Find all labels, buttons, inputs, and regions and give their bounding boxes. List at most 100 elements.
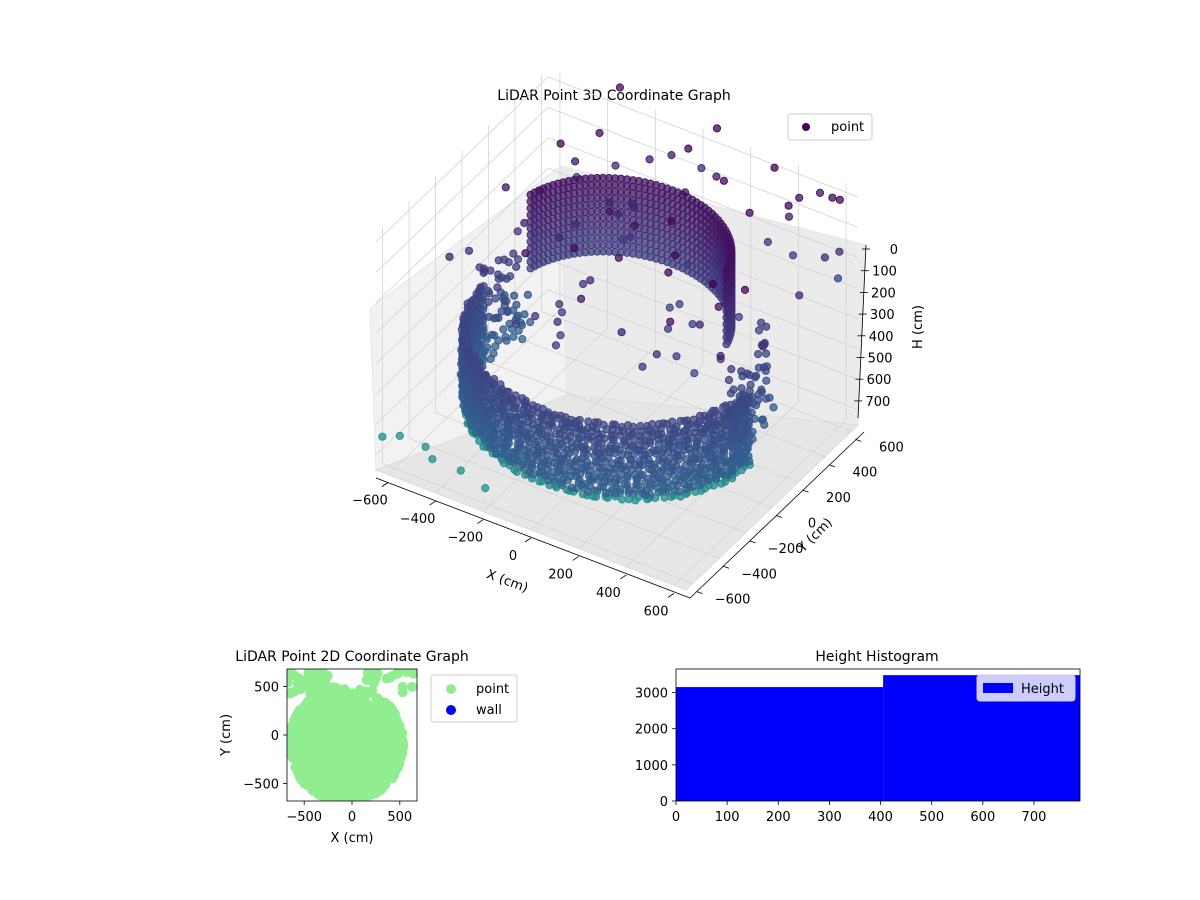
histogram-legend-box	[976, 674, 1076, 702]
plot3d-point	[500, 301, 509, 310]
plot3d-point	[593, 468, 602, 477]
plot2d-point	[297, 723, 308, 734]
plot2d-point	[315, 678, 326, 689]
plot3d-point	[557, 308, 567, 317]
plot2d-point	[287, 728, 298, 739]
plot3d-point	[714, 302, 723, 311]
plot2d-point	[410, 669, 417, 677]
plot3d-gridline	[514, 336, 826, 458]
plot2d-point	[331, 724, 342, 735]
plot3d-point	[556, 331, 565, 340]
plot3d-point	[606, 441, 615, 450]
plot2d-point	[387, 705, 398, 716]
plot3d-point	[512, 467, 521, 476]
plot3d-point	[493, 283, 502, 292]
plot2d-point	[324, 758, 335, 769]
plot2d-point	[358, 766, 369, 777]
plot3d-point	[676, 416, 685, 426]
plot2d-point	[317, 738, 328, 749]
plot3d-point	[761, 366, 770, 375]
histogram-y-tick-label: 0	[660, 795, 668, 810]
plot3d-point	[535, 477, 544, 486]
plot3d-point	[476, 284, 485, 293]
plot3d-point	[513, 255, 523, 264]
histogram-y-tick-label: 2000	[635, 723, 668, 738]
plot3d-point	[482, 373, 491, 382]
plot2d-ticks: −500 0 500 −500 0 500	[243, 680, 412, 825]
plot3d-z-tick-label: 300	[870, 308, 895, 323]
plot3d-point	[509, 332, 518, 341]
plot2d-point	[332, 791, 343, 801]
plot2d-point	[338, 766, 349, 777]
plot2d-point	[397, 687, 408, 698]
plot2d-point	[364, 743, 375, 754]
plot3d-point	[485, 289, 494, 298]
plot3d-x-tick	[477, 519, 484, 524]
plot3d-point	[526, 257, 535, 266]
plot3d-point	[520, 310, 529, 319]
plot3d-point	[479, 442, 488, 451]
plot3d-point	[555, 300, 564, 309]
plot2d-point	[356, 717, 367, 728]
plot3d-point	[722, 286, 731, 295]
plot2d-legend-wall-marker	[446, 705, 456, 715]
histogram-x-tick-label: 0	[672, 810, 680, 825]
plot3d-point	[512, 262, 521, 271]
plot3d-point	[815, 188, 825, 197]
plot2d-point	[389, 770, 400, 781]
plot3d-point	[719, 176, 729, 185]
plot3d-z-tick-label: 0	[890, 243, 898, 258]
plot3d-title: LiDAR Point 3D Coordinate Graph	[497, 88, 730, 104]
plot2d-point	[372, 733, 383, 744]
plot3d-point	[614, 253, 623, 262]
plot2d-point	[295, 684, 306, 695]
plot3d-y-tick-label: 200	[826, 491, 851, 506]
plot3d-point	[526, 190, 535, 199]
plot3d-point	[784, 212, 794, 221]
plot3d-point	[520, 456, 529, 466]
plot2d-point	[333, 776, 344, 787]
plot3d-legend-marker	[802, 123, 810, 131]
plot3d-gridline	[375, 137, 859, 304]
plot3d-point	[667, 463, 676, 472]
plot3d-point	[547, 419, 556, 428]
plot2d-legend: point wall	[430, 674, 518, 723]
plot3d-point	[757, 415, 767, 424]
plot3d-point	[692, 439, 702, 448]
plot2d-point	[344, 704, 355, 715]
plot2d-point	[287, 677, 293, 688]
plot3d-point	[529, 446, 539, 455]
plot2d-point	[323, 777, 334, 788]
plot3d-point	[552, 445, 561, 454]
plot3d-z-tick-label: 500	[868, 352, 893, 367]
plot3d-point	[476, 364, 485, 373]
plot3d-point	[570, 244, 579, 253]
plot3d-point	[724, 375, 734, 385]
plot3d-point	[491, 294, 500, 303]
plot3d-point	[667, 217, 676, 226]
plot3d-point	[421, 442, 430, 451]
plot3d-point	[644, 464, 653, 474]
plot3d-point	[684, 144, 693, 153]
plot3d-point	[482, 332, 491, 341]
plot3d-point	[584, 417, 593, 426]
plot3d-z-tick-label: 400	[869, 330, 894, 345]
plot3d-legend-label: point	[831, 120, 864, 135]
histogram-x-tick-label: 600	[970, 810, 995, 825]
plot3d-point	[762, 322, 771, 331]
plot2d-y-label: Y (cm)	[219, 714, 234, 757]
plot2d-point	[343, 726, 354, 737]
plot3d-point	[586, 276, 595, 285]
histogram-y-tick-label: 1000	[635, 759, 668, 774]
plot3d-y-tick-label: −600	[715, 593, 751, 608]
plot2d-point	[350, 695, 361, 706]
plot3d-point	[494, 270, 503, 279]
plot2d-point	[296, 736, 307, 747]
histogram: Height Histogram 0 100 200 300 400 500 600 7000…	[635, 649, 1081, 825]
plot3d-point	[583, 424, 592, 433]
plot3d-point	[489, 349, 498, 358]
plot3d-points	[378, 83, 845, 505]
plot2d-x-tick-label: −500	[286, 810, 322, 825]
plot3d-legend-box	[787, 113, 873, 141]
plot3d-point	[445, 252, 454, 261]
